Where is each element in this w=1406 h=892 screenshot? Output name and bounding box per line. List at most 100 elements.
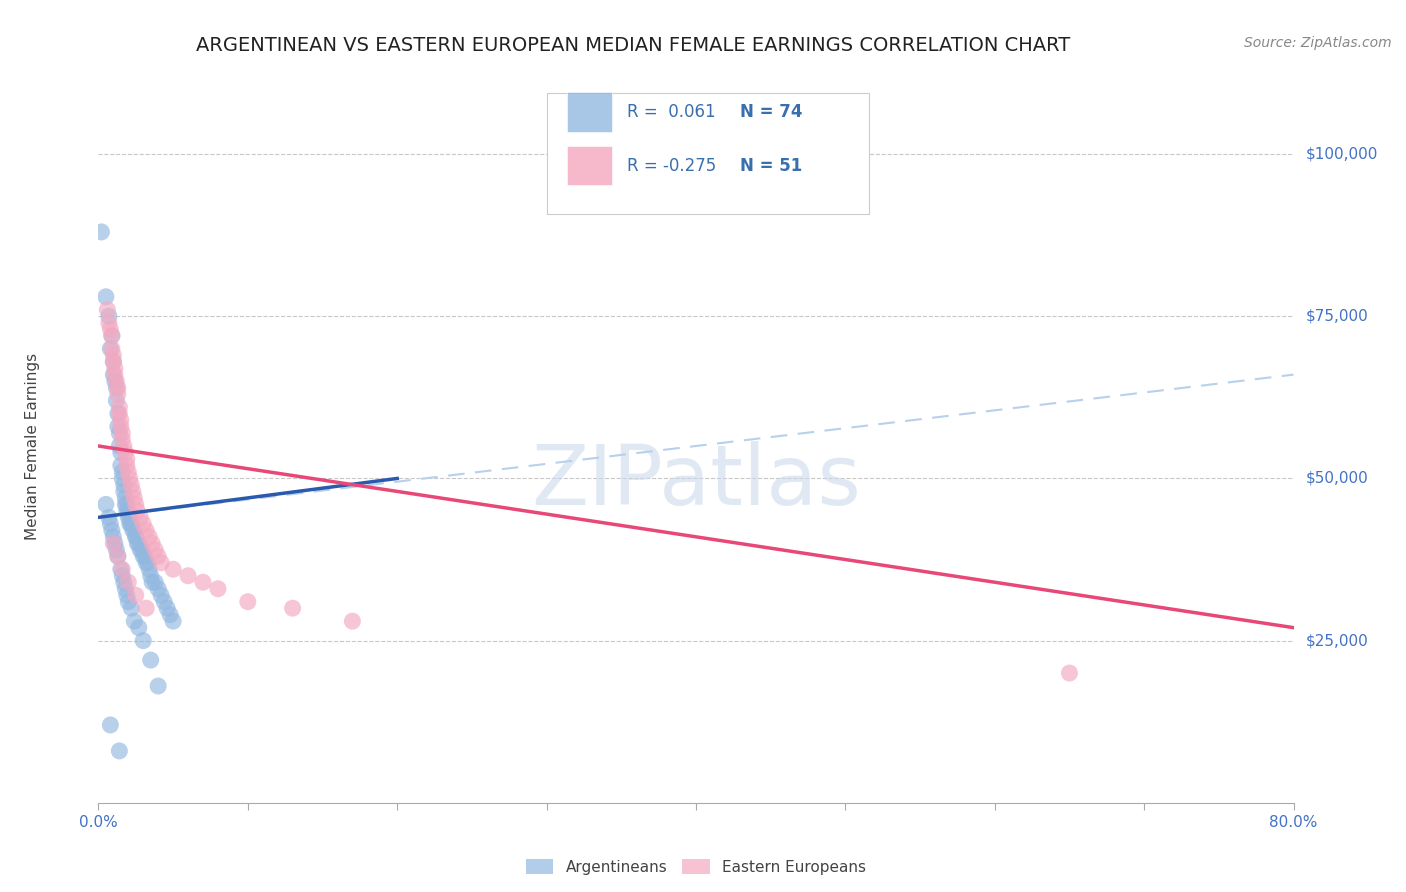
Point: [120, 601, 142, 615]
Point: [115, 458, 138, 473]
Point: [110, 562, 132, 576]
Legend: Argentineans, Eastern Europeans: Argentineans, Eastern Europeans: [520, 853, 872, 880]
Point: [148, 582, 170, 596]
Point: [112, 484, 135, 499]
Point: [120, 516, 142, 531]
Point: [134, 549, 156, 564]
Point: [117, 504, 139, 518]
Point: [103, 530, 125, 544]
Point: [141, 536, 163, 550]
Point: [112, 478, 135, 492]
Point: [101, 524, 124, 538]
Point: [97, 510, 120, 524]
Point: [103, 354, 125, 368]
Point: [124, 524, 146, 538]
Point: [97, 310, 120, 324]
Point: [111, 465, 134, 479]
Point: [135, 556, 157, 570]
Point: [111, 433, 134, 447]
Point: [342, 614, 364, 628]
Point: [121, 524, 143, 538]
Point: [111, 568, 134, 582]
Point: [120, 516, 142, 531]
Text: ARGENTINEAN VS EASTERN EUROPEAN MEDIAN FEMALE EARNINGS CORRELATION CHART: ARGENTINEAN VS EASTERN EUROPEAN MEDIAN F…: [195, 36, 1070, 54]
Point: [101, 328, 124, 343]
Point: [104, 368, 127, 382]
Point: [132, 633, 155, 648]
Point: [131, 542, 153, 557]
Text: $100,000: $100,000: [1305, 146, 1378, 161]
Point: [103, 368, 125, 382]
Point: [127, 504, 149, 518]
Point: [124, 614, 146, 628]
Point: [281, 601, 304, 615]
Point: [120, 478, 142, 492]
Point: [107, 419, 129, 434]
Point: [148, 549, 170, 564]
Point: [150, 556, 173, 570]
Point: [118, 471, 141, 485]
Point: [101, 328, 124, 343]
Point: [111, 425, 134, 440]
Point: [105, 381, 128, 395]
Point: [138, 530, 160, 544]
Point: [114, 491, 136, 505]
Point: [132, 516, 155, 531]
Point: [115, 452, 138, 467]
Bar: [567, 146, 613, 186]
Text: $75,000: $75,000: [1305, 309, 1368, 324]
Point: [177, 568, 200, 582]
Point: [143, 575, 166, 590]
Point: [125, 530, 148, 544]
Point: [117, 595, 139, 609]
Point: [159, 607, 181, 622]
Point: [128, 536, 150, 550]
Text: R =  0.061: R = 0.061: [627, 103, 716, 121]
Point: [150, 588, 173, 602]
Point: [107, 381, 129, 395]
Text: R = -0.275: R = -0.275: [627, 157, 716, 175]
Point: [107, 387, 129, 401]
Point: [162, 562, 184, 576]
Point: [115, 504, 138, 518]
Text: Median Female Earnings: Median Female Earnings: [25, 352, 41, 540]
Point: [104, 374, 127, 388]
Point: [127, 536, 149, 550]
Point: [112, 439, 135, 453]
Point: [101, 342, 124, 356]
Point: [148, 679, 170, 693]
Point: [125, 530, 148, 544]
Point: [108, 439, 131, 453]
Point: [105, 542, 128, 557]
Point: [114, 582, 136, 596]
Point: [128, 621, 150, 635]
Point: [141, 575, 163, 590]
Text: N = 74: N = 74: [740, 103, 803, 121]
Point: [96, 302, 118, 317]
Point: [110, 445, 132, 459]
Point: [108, 425, 131, 440]
Point: [139, 653, 162, 667]
Point: [110, 419, 132, 434]
Point: [124, 491, 146, 505]
Point: [98, 516, 122, 531]
Point: [191, 575, 214, 590]
Point: [125, 588, 148, 602]
Point: [107, 407, 129, 421]
Text: $25,000: $25,000: [1305, 633, 1368, 648]
Point: [115, 497, 138, 511]
Point: [162, 614, 184, 628]
Point: [132, 549, 155, 564]
Point: [207, 582, 229, 596]
Point: [111, 562, 134, 576]
Point: [125, 497, 148, 511]
Point: [98, 322, 122, 336]
Text: Source: ZipAtlas.com: Source: ZipAtlas.com: [1244, 36, 1392, 50]
Point: [118, 510, 141, 524]
Point: [129, 510, 152, 524]
Point: [143, 542, 166, 557]
Point: [108, 744, 131, 758]
Point: [104, 361, 127, 376]
Point: [112, 575, 135, 590]
Text: $50,000: $50,000: [1305, 471, 1368, 486]
